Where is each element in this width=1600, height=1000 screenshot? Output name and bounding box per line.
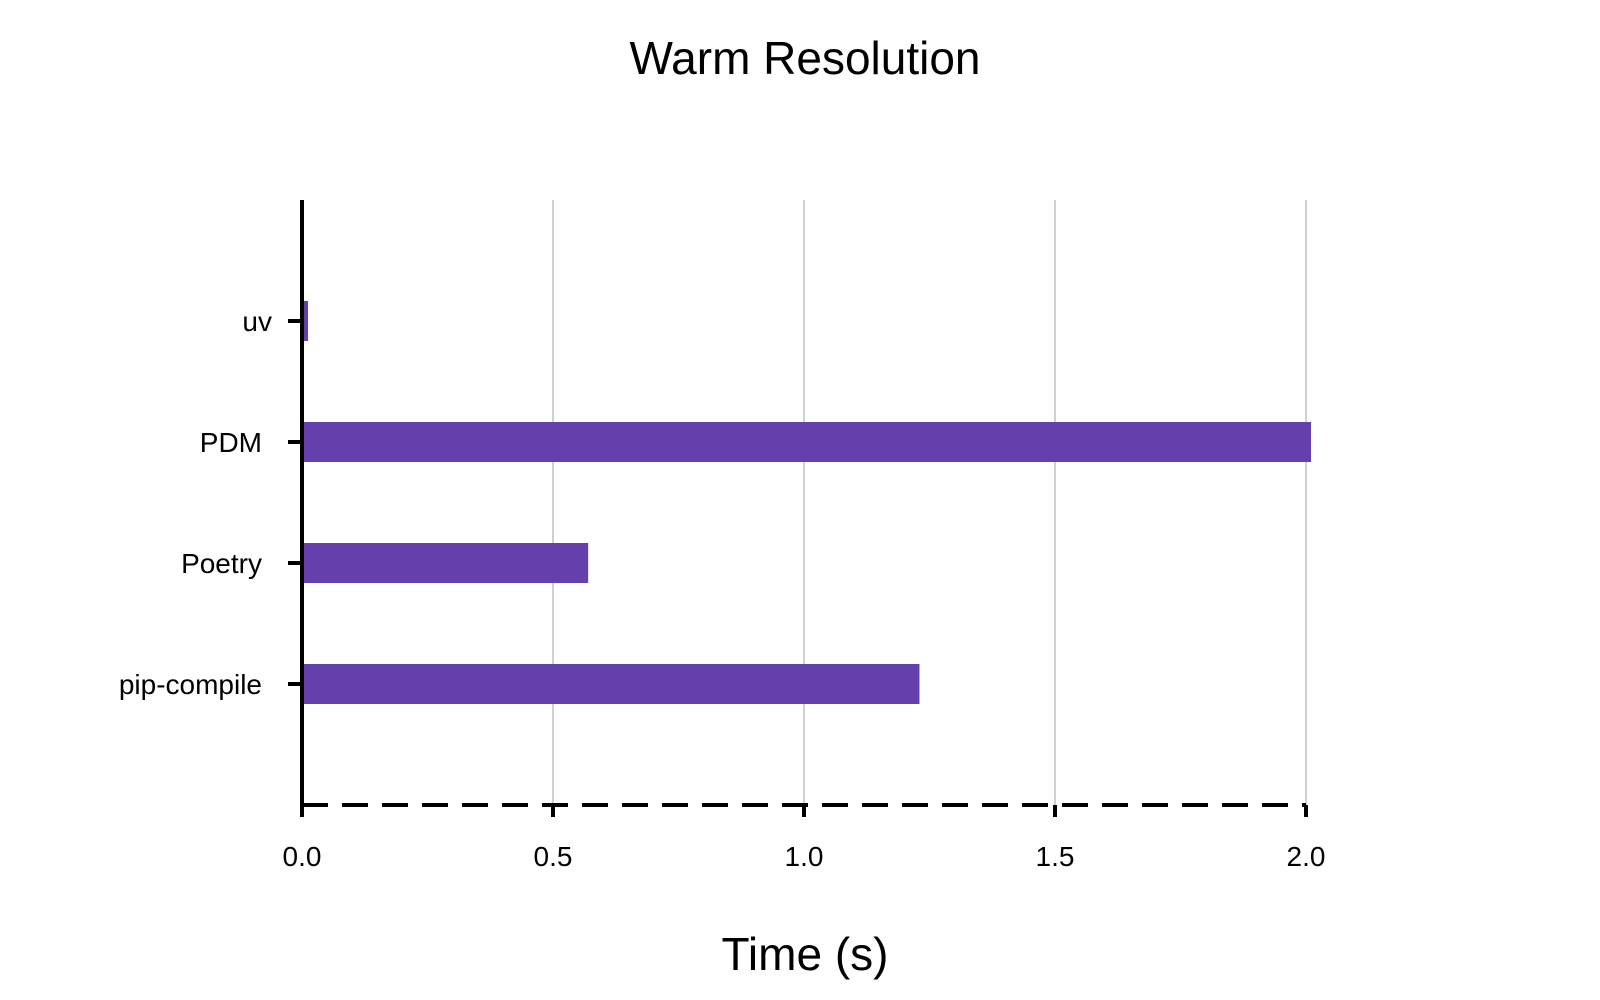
grid-lines — [552, 200, 1307, 805]
category-label-uv: uv — [242, 306, 272, 337]
category-label-poetry: Poetry — [181, 548, 262, 579]
category-label-pip-compile: pip-compile — [119, 669, 262, 700]
chart-title: Warm Resolution — [629, 32, 980, 84]
tick-labels: uv PDM Poetry pip-compile 0.0 0.5 1.0 1.5 2.0 — [119, 306, 1326, 872]
x-tick-label-2.0: 2.0 — [1287, 841, 1326, 872]
x-tick-label-0.0: 0.0 — [283, 841, 322, 872]
category-label-pdm: PDM — [200, 427, 262, 458]
axes — [288, 200, 1308, 817]
x-tick-label-1.5: 1.5 — [1036, 841, 1075, 872]
x-tick-label-0.5: 0.5 — [534, 841, 573, 872]
bar-uv — [304, 301, 308, 341]
bar-poetry — [304, 543, 589, 583]
x-tick-label-1.0: 1.0 — [785, 841, 824, 872]
bars — [304, 301, 1312, 704]
bar-pip-compile — [304, 664, 920, 704]
bar-pdm — [304, 422, 1312, 462]
x-axis-title: Time (s) — [722, 928, 889, 980]
